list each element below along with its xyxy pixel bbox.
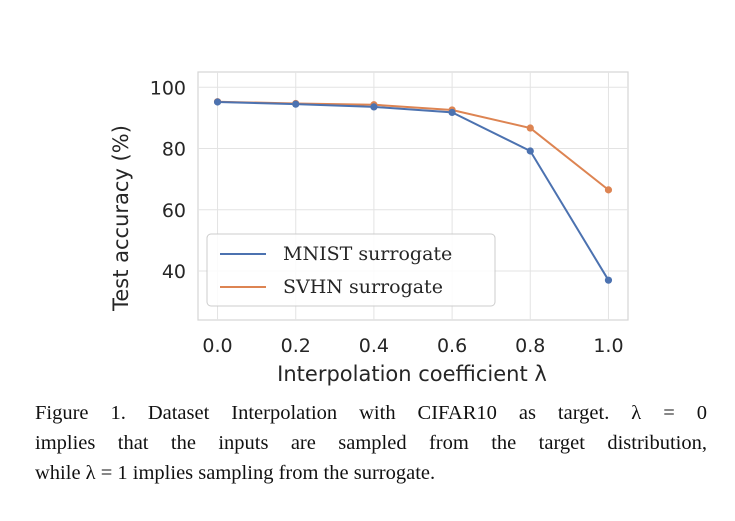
legend-mnist-label: MNIST surrogate: [283, 243, 452, 265]
mnist-point: [448, 108, 456, 117]
y-tick-label: 60: [162, 200, 186, 222]
mnist-point: [604, 276, 613, 284]
mnist-point: [526, 147, 534, 155]
y-tick-label: 100: [150, 77, 186, 99]
caption-line-1: Figure 1. Dataset Interpolation with CIF…: [35, 402, 707, 424]
y-axis-title: Test accuracy (%): [109, 125, 133, 312]
figure-caption: Figure 1. Dataset Interpolation with CIF…: [35, 398, 707, 488]
x-tick-label: 0.2: [281, 335, 311, 357]
mnist-point: [213, 98, 222, 106]
svhn-point: [526, 124, 534, 132]
legend: MNIST surrogate SVHN surrogate: [206, 233, 496, 307]
caption-line-3: while λ = 1 implies sampling from the su…: [35, 462, 436, 484]
x-tick-label: 0.0: [202, 335, 232, 357]
y-tick-label: 40: [162, 261, 186, 283]
series-points: [213, 98, 613, 284]
chart: 0.0 0.2 0.4 0.6 0.8 1.0 40 60 80 100 Test accurac…: [109, 71, 629, 386]
mnist-line: [217, 101, 610, 281]
mnist-point: [292, 100, 300, 108]
x-tick-label: 0.6: [437, 335, 467, 357]
y-tick-label: 80: [162, 139, 186, 161]
svhn-point: [604, 186, 613, 194]
caption-line-2: implies that the inputs are sampled from…: [35, 432, 707, 454]
x-tick-label: 0.8: [515, 335, 545, 357]
x-axis-title: Interpolation coefficient λ: [277, 362, 547, 386]
x-tick-label: 1.0: [593, 335, 623, 357]
tick-labels: 0.0 0.2 0.4 0.6 0.8 1.0 40 60 80 100: [150, 77, 624, 357]
legend-svhn-label: SVHN surrogate: [283, 276, 443, 298]
x-tick-label: 0.4: [359, 335, 389, 357]
mnist-point: [370, 103, 378, 111]
legend-box: [206, 233, 496, 307]
series-lines: [217, 100, 610, 281]
